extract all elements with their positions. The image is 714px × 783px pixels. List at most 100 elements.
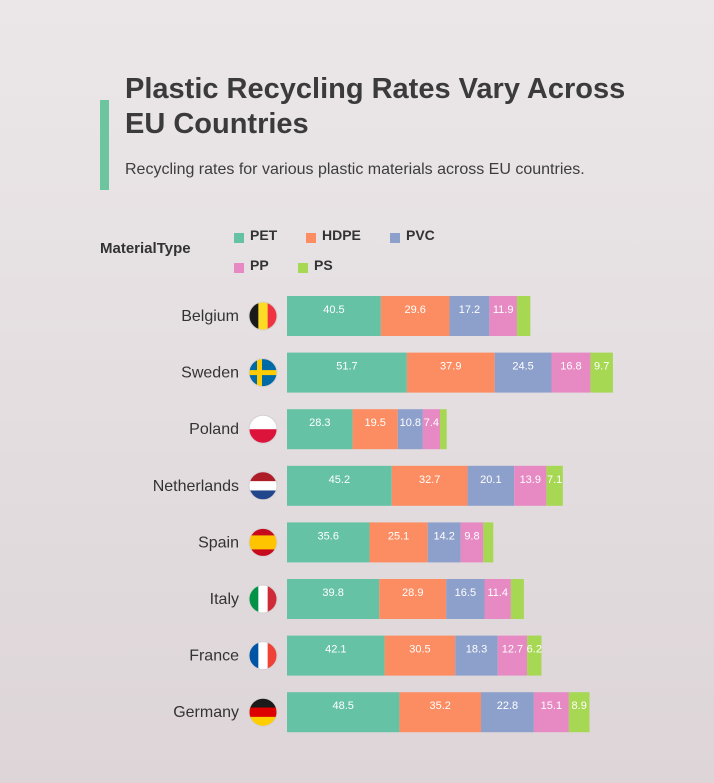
bar-pp — [489, 296, 517, 336]
bar-pvc — [446, 579, 485, 619]
bar-pvc — [494, 352, 552, 393]
bar-ps — [510, 579, 524, 619]
data-label: 11.4 — [487, 587, 508, 599]
category-label: Netherlands — [153, 478, 239, 495]
bar-hdpe — [391, 465, 468, 506]
category-label: France — [189, 648, 239, 665]
data-label: 9.8 — [464, 530, 479, 542]
category-label: Spain — [198, 534, 239, 551]
data-label: 12.7 — [502, 644, 523, 656]
data-label: 6.2 — [527, 644, 542, 656]
data-label: 45.2 — [329, 474, 350, 486]
data-label: 30.5 — [409, 644, 430, 656]
category-label: Italy — [210, 591, 239, 608]
poland-flag-icon — [249, 415, 277, 444]
data-label: 8.9 — [572, 700, 587, 712]
category-label: Poland — [189, 421, 239, 438]
legend-swatch-pp — [234, 263, 244, 273]
bar-ps — [568, 692, 590, 733]
bar-hdpe — [399, 692, 482, 733]
bar-ps — [483, 522, 494, 563]
bar-pet — [287, 352, 407, 393]
legend-label-pvc: PVC — [406, 227, 435, 243]
data-label: 16.5 — [455, 587, 476, 599]
bar-pp — [533, 692, 569, 733]
bar-pvc — [481, 692, 534, 733]
italy-flag-icon — [249, 585, 277, 613]
bar-pet — [287, 522, 370, 563]
title-accent-bar — [100, 100, 109, 190]
data-label: 16.8 — [560, 361, 581, 373]
legend-title: MaterialType — [100, 240, 191, 257]
legend-label-pet: PET — [250, 227, 278, 243]
bar-ps — [590, 352, 613, 393]
bar-hdpe — [369, 522, 428, 563]
data-label: 42.1 — [325, 644, 346, 656]
bar-ps — [516, 296, 531, 336]
data-label: 35.6 — [318, 530, 339, 542]
bar-ps — [439, 409, 447, 450]
data-label: 32.7 — [419, 474, 440, 486]
data-label: 40.5 — [323, 304, 344, 316]
spain-flag-icon — [249, 528, 277, 557]
bar-ps — [546, 465, 563, 506]
bar-pvc — [427, 522, 461, 563]
france-flag-icon — [249, 641, 277, 670]
data-label: 10.8 — [400, 417, 421, 429]
data-label: 51.7 — [336, 361, 357, 373]
data-label: 9.7 — [594, 361, 609, 373]
bar-pp — [484, 579, 511, 619]
bar-pp — [497, 635, 528, 676]
data-label: 48.5 — [333, 700, 354, 712]
legend-label-ps: PS — [314, 257, 333, 273]
data-label: 7.4 — [424, 417, 439, 429]
legend-item-pet: PET — [234, 227, 277, 243]
bar-pet — [287, 296, 381, 336]
data-label: 15.1 — [541, 700, 562, 712]
data-label: 18.3 — [466, 644, 487, 656]
data-label: 35.2 — [430, 700, 451, 712]
bar-pet — [287, 409, 353, 450]
category-label: Germany — [173, 704, 239, 721]
chart-title: Plastic Recycling Rates Vary Across EU C… — [125, 73, 626, 140]
bar-pp — [422, 409, 440, 450]
data-label: 19.5 — [364, 417, 385, 429]
data-label: 29.6 — [404, 304, 425, 316]
legend-item-pvc: PVC — [390, 227, 435, 243]
bar-hdpe — [379, 579, 447, 619]
legend-swatch-pet — [234, 233, 244, 243]
bar-hdpe — [380, 296, 450, 336]
data-label: 20.1 — [480, 474, 501, 486]
data-label: 25.1 — [388, 530, 409, 542]
data-label: 28.3 — [309, 417, 330, 429]
legend-label-pp: PP — [250, 257, 269, 273]
legend-swatch-hdpe — [306, 233, 316, 243]
legend-swatch-ps — [298, 263, 308, 273]
bar-pp — [514, 465, 547, 506]
category-label: Sweden — [181, 365, 239, 382]
bar-pvc — [397, 409, 423, 450]
germany-flag-icon — [249, 698, 277, 727]
data-label: 39.8 — [322, 587, 343, 599]
bar-pet — [287, 579, 380, 619]
chart-subtitle: Recycling rates for various plastic mate… — [125, 161, 585, 178]
legend-swatch-pvc — [390, 233, 400, 243]
data-label: 11.9 — [493, 304, 514, 316]
data-label: 37.9 — [440, 361, 461, 373]
legend-item-hdpe: HDPE — [306, 227, 361, 243]
data-label: 7.1 — [547, 474, 562, 486]
sweden-flag-icon — [249, 358, 277, 387]
data-label: 14.2 — [433, 530, 454, 542]
bar-ps — [527, 635, 542, 676]
data-label: 22.8 — [497, 700, 518, 712]
category-label: Belgium — [181, 308, 239, 325]
data-label: 17.2 — [459, 304, 480, 316]
data-label: 13.9 — [520, 474, 541, 486]
bar-pet — [287, 635, 385, 676]
legend-item-pp: PP — [234, 257, 269, 273]
legend-label-hdpe: HDPE — [322, 227, 361, 243]
legend-item-ps: PS — [298, 257, 333, 273]
data-label: 28.9 — [402, 587, 423, 599]
bar-hdpe — [384, 635, 456, 676]
